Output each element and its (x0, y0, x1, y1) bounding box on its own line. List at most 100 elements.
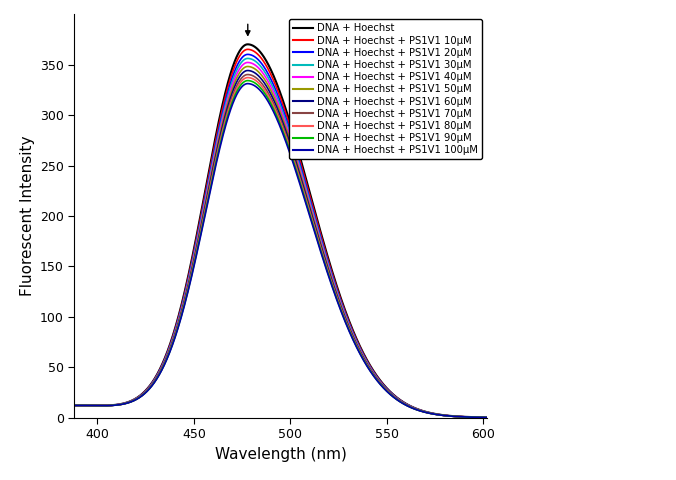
DNA + Hoechst + PS1V1 100μM (70, 403, 78, 408)
DNA + Hoechst + PS1V1 70μM (483, 415, 491, 420)
DNA + Hoechst + PS1V1 80μM (260, 86, 268, 92)
DNA + Hoechst + PS1V1 60μM (91, 403, 99, 408)
DNA + Hoechst + PS1V1 60μM (470, 414, 479, 420)
DNA + Hoechst + PS1V1 90μM (483, 415, 491, 420)
DNA + Hoechst + PS1V1 100μM (260, 93, 268, 98)
DNA + Hoechst + PS1V1 90μM (243, 78, 251, 84)
DNA + Hoechst + PS1V1 30μM (271, 89, 279, 95)
DNA + Hoechst + PS1V1 80μM (91, 403, 99, 408)
DNA + Hoechst + PS1V1 60μM (70, 403, 78, 408)
DNA + Hoechst + PS1V1 100μM (483, 415, 491, 420)
DNA + Hoechst + PS1V1 100μM (395, 398, 404, 404)
DNA + Hoechst + PS1V1 60μM (471, 414, 479, 420)
Line: DNA + Hoechst + PS1V1 20μM: DNA + Hoechst + PS1V1 20μM (74, 54, 487, 418)
DNA + Hoechst + PS1V1 100μM (243, 81, 251, 86)
DNA + Hoechst (471, 414, 479, 420)
DNA + Hoechst + PS1V1 80μM (470, 414, 479, 420)
DNA + Hoechst + PS1V1 80μM (243, 75, 251, 81)
DNA + Hoechst + PS1V1 30μM (470, 414, 479, 420)
DNA + Hoechst + PS1V1 20μM (91, 403, 99, 408)
DNA + Hoechst + PS1V1 60μM (483, 415, 491, 420)
DNA + Hoechst + PS1V1 30μM (260, 68, 268, 74)
Line: DNA + Hoechst + PS1V1 70μM: DNA + Hoechst + PS1V1 70μM (74, 74, 487, 418)
DNA + Hoechst + PS1V1 100μM (470, 414, 479, 420)
DNA + Hoechst + PS1V1 60μM (395, 398, 404, 404)
DNA + Hoechst + PS1V1 70μM (91, 403, 99, 408)
Line: DNA + Hoechst + PS1V1 60μM: DNA + Hoechst + PS1V1 60μM (74, 71, 487, 418)
DNA + Hoechst + PS1V1 30μM (243, 56, 251, 61)
Line: DNA + Hoechst + PS1V1 90μM: DNA + Hoechst + PS1V1 90μM (74, 81, 487, 418)
DNA + Hoechst + PS1V1 20μM (470, 414, 479, 420)
DNA + Hoechst + PS1V1 40μM (70, 403, 78, 408)
DNA + Hoechst + PS1V1 60μM (243, 68, 251, 73)
DNA + Hoechst + PS1V1 50μM (395, 397, 404, 403)
DNA + Hoechst + PS1V1 90μM (70, 403, 78, 408)
DNA + Hoechst + PS1V1 40μM (395, 397, 404, 403)
DNA + Hoechst + PS1V1 40μM (260, 72, 268, 78)
DNA + Hoechst + PS1V1 100μM (471, 414, 479, 420)
DNA + Hoechst + PS1V1 10μM (395, 396, 404, 402)
DNA + Hoechst + PS1V1 70μM (470, 414, 479, 420)
DNA + Hoechst + PS1V1 100μM (91, 403, 99, 408)
DNA + Hoechst (91, 403, 99, 408)
DNA + Hoechst (70, 403, 78, 408)
DNA + Hoechst + PS1V1 40μM (471, 414, 479, 420)
DNA + Hoechst (470, 414, 479, 420)
DNA + Hoechst + PS1V1 50μM (471, 414, 479, 420)
DNA + Hoechst + PS1V1 80μM (271, 107, 279, 112)
DNA + Hoechst + PS1V1 80μM (483, 415, 491, 420)
DNA + Hoechst (395, 396, 404, 402)
DNA + Hoechst (271, 76, 279, 82)
DNA + Hoechst + PS1V1 10μM (91, 403, 99, 408)
DNA + Hoechst + PS1V1 40μM (243, 60, 251, 65)
DNA + Hoechst + PS1V1 70μM (471, 414, 479, 420)
DNA + Hoechst + PS1V1 20μM (471, 414, 479, 420)
DNA + Hoechst + PS1V1 20μM (260, 64, 268, 70)
DNA + Hoechst + PS1V1 40μM (91, 403, 99, 408)
DNA + Hoechst + PS1V1 30μM (70, 403, 78, 408)
DNA + Hoechst (483, 415, 491, 420)
DNA + Hoechst + PS1V1 30μM (483, 415, 491, 420)
Line: DNA + Hoechst + PS1V1 10μM: DNA + Hoechst + PS1V1 10μM (74, 49, 487, 418)
DNA + Hoechst + PS1V1 50μM (91, 403, 99, 408)
DNA + Hoechst + PS1V1 10μM (70, 403, 78, 408)
DNA + Hoechst + PS1V1 20μM (395, 397, 404, 403)
DNA + Hoechst + PS1V1 10μM (470, 414, 479, 420)
DNA + Hoechst + PS1V1 100μM (271, 112, 279, 118)
Legend: DNA + Hoechst, DNA + Hoechst + PS1V1 10μM, DNA + Hoechst + PS1V1 20μM, DNA + Hoe: DNA + Hoechst, DNA + Hoechst + PS1V1 10μ… (289, 19, 482, 159)
Line: DNA + Hoechst + PS1V1 80μM: DNA + Hoechst + PS1V1 80μM (74, 78, 487, 418)
DNA + Hoechst (260, 55, 268, 60)
DNA + Hoechst + PS1V1 40μM (483, 415, 491, 420)
DNA + Hoechst + PS1V1 90μM (271, 109, 279, 115)
DNA + Hoechst + PS1V1 90μM (471, 414, 479, 420)
DNA + Hoechst + PS1V1 20μM (243, 51, 251, 57)
DNA + Hoechst + PS1V1 10μM (471, 414, 479, 420)
Line: DNA + Hoechst: DNA + Hoechst (74, 44, 487, 418)
Line: DNA + Hoechst + PS1V1 50μM: DNA + Hoechst + PS1V1 50μM (74, 67, 487, 418)
DNA + Hoechst + PS1V1 50μM (70, 403, 78, 408)
DNA + Hoechst + PS1V1 60μM (260, 80, 268, 85)
DNA + Hoechst + PS1V1 90μM (395, 398, 404, 404)
DNA + Hoechst + PS1V1 90μM (91, 403, 99, 408)
DNA + Hoechst + PS1V1 70μM (271, 104, 279, 109)
DNA + Hoechst + PS1V1 30μM (471, 414, 479, 420)
DNA + Hoechst + PS1V1 90μM (260, 90, 268, 96)
DNA + Hoechst + PS1V1 50μM (483, 415, 491, 420)
DNA + Hoechst + PS1V1 70μM (260, 84, 268, 89)
DNA + Hoechst + PS1V1 90μM (470, 414, 479, 420)
DNA + Hoechst + PS1V1 10μM (271, 81, 279, 87)
DNA + Hoechst + PS1V1 70μM (70, 403, 78, 408)
DNA + Hoechst + PS1V1 60μM (271, 100, 279, 106)
DNA + Hoechst + PS1V1 20μM (70, 403, 78, 408)
Line: DNA + Hoechst + PS1V1 30μM: DNA + Hoechst + PS1V1 30μM (74, 59, 487, 418)
DNA + Hoechst + PS1V1 50μM (271, 96, 279, 102)
DNA + Hoechst + PS1V1 50μM (470, 414, 479, 420)
Line: DNA + Hoechst + PS1V1 40μM: DNA + Hoechst + PS1V1 40μM (74, 62, 487, 418)
DNA + Hoechst + PS1V1 40μM (271, 93, 279, 99)
DNA + Hoechst + PS1V1 40μM (470, 414, 479, 420)
DNA + Hoechst + PS1V1 10μM (260, 60, 268, 65)
DNA + Hoechst + PS1V1 70μM (243, 72, 251, 77)
DNA + Hoechst + PS1V1 20μM (271, 85, 279, 91)
Line: DNA + Hoechst + PS1V1 100μM: DNA + Hoechst + PS1V1 100μM (74, 84, 487, 418)
DNA + Hoechst + PS1V1 50μM (260, 76, 268, 82)
